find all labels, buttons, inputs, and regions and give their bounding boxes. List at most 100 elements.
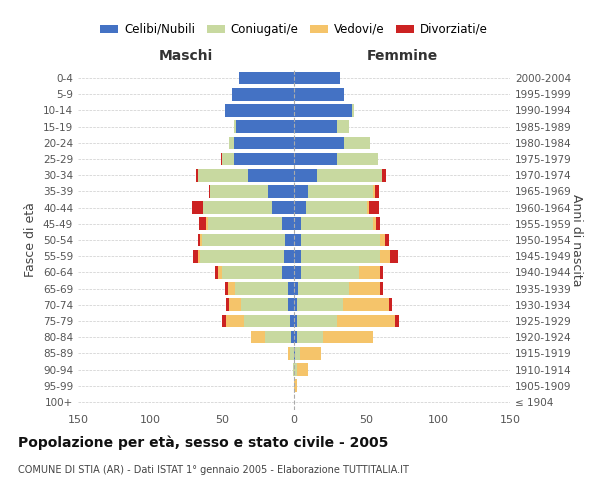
Bar: [272, 202, 294, 214]
Bar: [265, 331, 291, 344]
Bar: [385, 234, 389, 246]
Bar: [323, 331, 373, 344]
Bar: [288, 298, 294, 311]
Bar: [294, 380, 297, 392]
Text: Femmine: Femmine: [367, 49, 437, 63]
Bar: [294, 120, 337, 133]
Bar: [395, 314, 399, 328]
Bar: [236, 120, 294, 133]
Bar: [297, 331, 323, 344]
Bar: [235, 282, 288, 295]
Bar: [225, 104, 294, 117]
Bar: [286, 234, 294, 246]
Bar: [284, 250, 294, 262]
Bar: [294, 72, 340, 85]
Text: COMUNE DI STIA (AR) - Dati ISTAT 1° gennaio 2005 - Elaborazione TUTTITALIA.IT: COMUNE DI STIA (AR) - Dati ISTAT 1° genn…: [18, 465, 409, 475]
Bar: [374, 185, 379, 198]
Bar: [294, 104, 352, 117]
Bar: [308, 185, 373, 198]
Bar: [291, 331, 294, 344]
Bar: [294, 298, 297, 311]
Bar: [283, 218, 294, 230]
Bar: [343, 298, 389, 311]
Bar: [222, 314, 226, 328]
Bar: [225, 282, 228, 295]
Bar: [352, 104, 355, 117]
Bar: [294, 88, 344, 101]
Bar: [288, 282, 294, 295]
Bar: [206, 218, 208, 230]
Bar: [294, 347, 295, 360]
Bar: [197, 234, 200, 246]
Bar: [301, 266, 359, 278]
Bar: [337, 314, 395, 328]
Legend: Celibi/Nubili, Coniugati/e, Vedovi/e, Divorziati/e: Celibi/Nubili, Coniugati/e, Vedovi/e, Di…: [95, 18, 493, 40]
Bar: [317, 169, 382, 181]
Bar: [229, 136, 233, 149]
Bar: [300, 347, 322, 360]
Bar: [294, 185, 308, 198]
Bar: [294, 202, 305, 214]
Bar: [233, 152, 294, 166]
Bar: [294, 218, 301, 230]
Bar: [239, 72, 294, 85]
Bar: [290, 347, 294, 360]
Bar: [294, 314, 297, 328]
Bar: [294, 234, 301, 246]
Bar: [211, 185, 268, 198]
Bar: [196, 169, 197, 181]
Bar: [192, 202, 203, 214]
Bar: [241, 298, 288, 311]
Bar: [215, 266, 218, 278]
Bar: [380, 250, 391, 262]
Bar: [295, 347, 300, 360]
Bar: [221, 152, 222, 166]
Bar: [294, 331, 297, 344]
Bar: [288, 347, 290, 360]
Bar: [290, 314, 294, 328]
Bar: [202, 234, 286, 246]
Bar: [294, 363, 297, 376]
Bar: [294, 250, 301, 262]
Bar: [294, 282, 298, 295]
Bar: [199, 218, 206, 230]
Bar: [226, 314, 244, 328]
Bar: [197, 169, 248, 181]
Bar: [305, 202, 367, 214]
Text: Popolazione per età, sesso e stato civile - 2005: Popolazione per età, sesso e stato civil…: [18, 435, 388, 450]
Bar: [337, 152, 377, 166]
Bar: [251, 331, 265, 344]
Bar: [293, 363, 294, 376]
Bar: [297, 298, 343, 311]
Bar: [344, 136, 370, 149]
Bar: [373, 185, 374, 198]
Bar: [222, 152, 233, 166]
Bar: [382, 169, 386, 181]
Bar: [367, 202, 369, 214]
Bar: [376, 218, 380, 230]
Bar: [369, 202, 379, 214]
Bar: [228, 282, 235, 295]
Bar: [373, 218, 376, 230]
Bar: [226, 298, 229, 311]
Y-axis label: Fasce di età: Fasce di età: [25, 202, 37, 278]
Bar: [294, 169, 317, 181]
Bar: [349, 282, 380, 295]
Bar: [229, 298, 241, 311]
Bar: [233, 120, 236, 133]
Bar: [209, 185, 211, 198]
Bar: [298, 282, 349, 295]
Bar: [359, 266, 380, 278]
Bar: [294, 136, 344, 149]
Text: Maschi: Maschi: [159, 49, 213, 63]
Bar: [389, 298, 392, 311]
Y-axis label: Anni di nascita: Anni di nascita: [570, 194, 583, 286]
Bar: [297, 363, 308, 376]
Bar: [297, 314, 337, 328]
Bar: [232, 88, 294, 101]
Bar: [233, 136, 294, 149]
Bar: [208, 218, 283, 230]
Bar: [248, 169, 294, 181]
Bar: [200, 234, 202, 246]
Bar: [294, 266, 301, 278]
